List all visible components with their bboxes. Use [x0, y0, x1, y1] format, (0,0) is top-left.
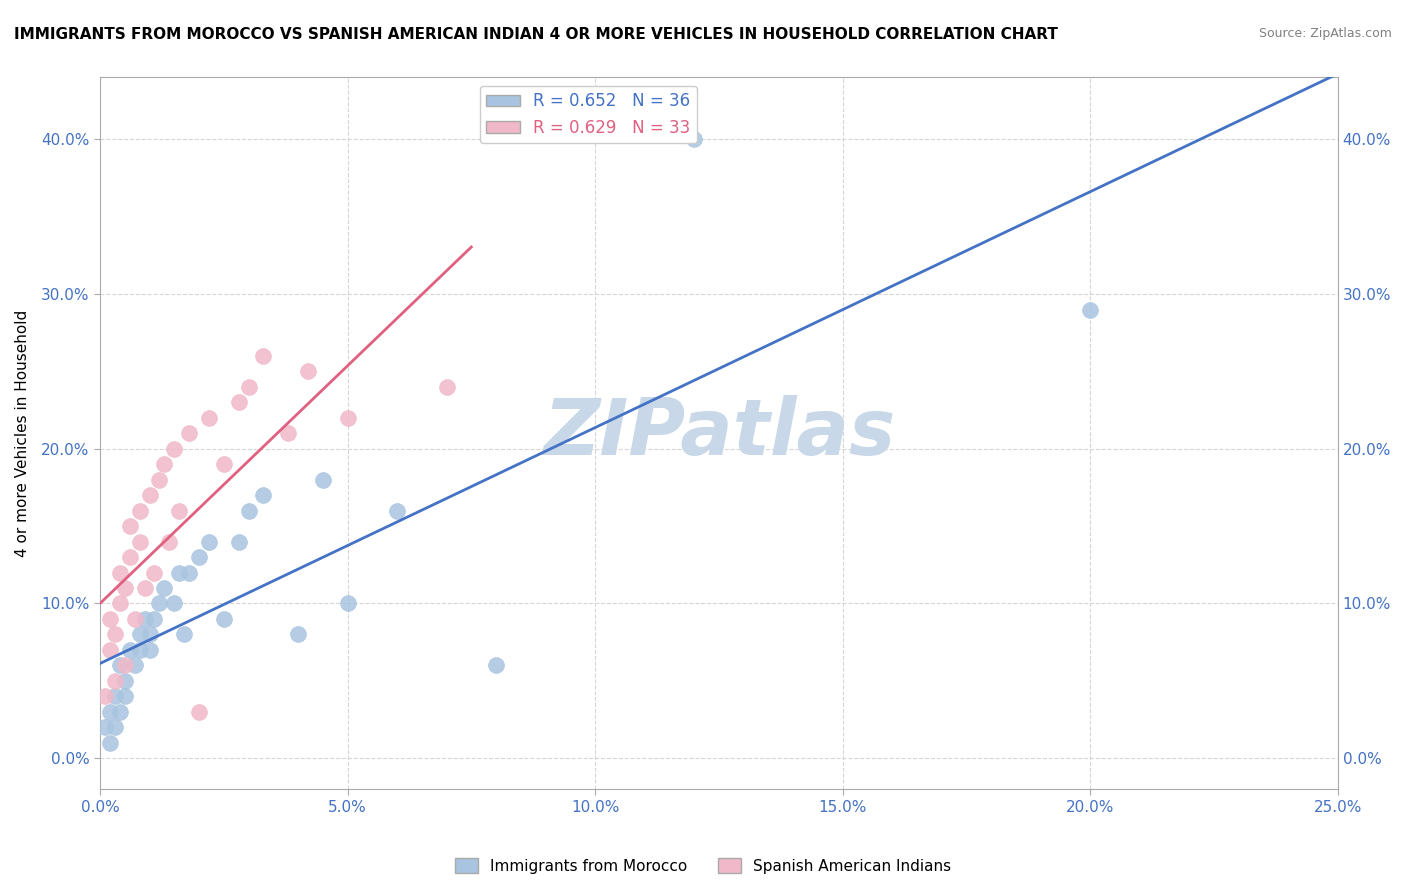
Point [336, 410, 359, 425]
Point [128, 627, 150, 641]
Point [485, 658, 508, 673]
Point [198, 534, 221, 549]
Point [98, 643, 121, 657]
Point [143, 612, 166, 626]
Point [179, 426, 201, 441]
Point [212, 457, 235, 471]
Point [252, 349, 274, 363]
Point [157, 534, 180, 549]
Point [163, 442, 186, 456]
Point [124, 612, 146, 626]
Text: IMMIGRANTS FROM MOROCCO VS SPANISH AMERICAN INDIAN 4 OR MORE VEHICLES IN HOUSEHO: IMMIGRANTS FROM MOROCCO VS SPANISH AMERI… [14, 27, 1057, 42]
Point [104, 673, 127, 688]
Point [138, 488, 160, 502]
Point [124, 658, 146, 673]
Point [228, 534, 250, 549]
Point [128, 643, 150, 657]
Point [179, 566, 201, 580]
Point [94, 720, 117, 734]
Point [277, 426, 299, 441]
Point [108, 566, 131, 580]
Point [188, 705, 211, 719]
Point [108, 597, 131, 611]
Legend: R = 0.652   N = 36, R = 0.629   N = 33: R = 0.652 N = 36, R = 0.629 N = 33 [479, 86, 697, 144]
Point [98, 736, 121, 750]
Point [98, 612, 121, 626]
Point [297, 364, 319, 378]
Point [134, 612, 156, 626]
Point [163, 597, 186, 611]
Point [167, 566, 190, 580]
Point [94, 690, 117, 704]
Point [683, 132, 706, 146]
Point [114, 658, 136, 673]
Point [128, 534, 150, 549]
Point [153, 457, 176, 471]
Point [104, 627, 127, 641]
Point [238, 503, 260, 517]
Point [336, 597, 359, 611]
Point [312, 473, 335, 487]
Point [138, 627, 160, 641]
Text: Source: ZipAtlas.com: Source: ZipAtlas.com [1258, 27, 1392, 40]
Point [114, 673, 136, 688]
Point [114, 581, 136, 595]
Point [252, 488, 274, 502]
Point [148, 597, 170, 611]
Point [385, 503, 408, 517]
Point [436, 380, 458, 394]
Point [108, 705, 131, 719]
Legend: Immigrants from Morocco, Spanish American Indians: Immigrants from Morocco, Spanish America… [449, 852, 957, 880]
Point [108, 658, 131, 673]
Point [118, 550, 141, 565]
Point [98, 705, 121, 719]
Point [212, 612, 235, 626]
Point [198, 410, 221, 425]
Y-axis label: 4 or more Vehicles in Household: 4 or more Vehicles in Household [15, 310, 30, 557]
Point [1078, 302, 1101, 317]
Point [134, 581, 156, 595]
Point [114, 690, 136, 704]
Point [138, 643, 160, 657]
Point [167, 503, 190, 517]
Point [228, 395, 250, 409]
Point [188, 550, 211, 565]
Point [128, 503, 150, 517]
Point [238, 380, 260, 394]
Point [143, 566, 166, 580]
Point [173, 627, 195, 641]
Point [287, 627, 309, 641]
Point [104, 720, 127, 734]
Point [118, 519, 141, 533]
Point [148, 473, 170, 487]
Text: ZIPatlas: ZIPatlas [543, 395, 896, 471]
Point [118, 643, 141, 657]
Point [104, 690, 127, 704]
Point [153, 581, 176, 595]
